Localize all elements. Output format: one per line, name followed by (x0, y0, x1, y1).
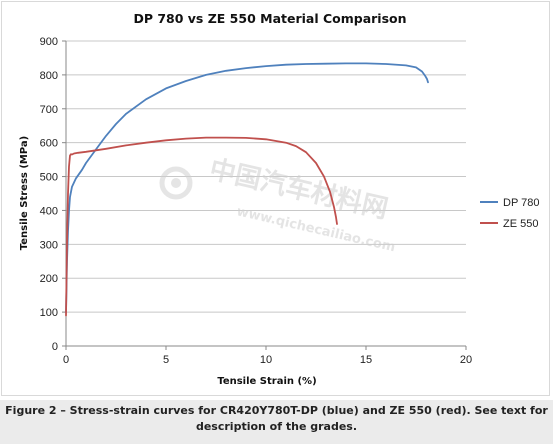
series-line-dp-780 (65, 62, 429, 313)
y-tick-label-100: 100 (40, 307, 58, 319)
figure-frame (1, 1, 550, 396)
y-tick-label-300: 300 (40, 239, 58, 251)
figure-caption: Figure 2 – Stress-strain curves for CR42… (0, 400, 553, 444)
y-tick-label-400: 400 (40, 205, 58, 217)
watermark: 中国汽车材料网 www.qichecailiao.com (159, 154, 397, 255)
series-line-ze-550 (65, 136, 338, 317)
x-tick-label-0: 0 (63, 354, 69, 366)
y-tick-label-900: 900 (40, 36, 58, 48)
x-tick-label-10: 10 (260, 354, 272, 366)
chart-title: DP 780 vs ZE 550 Material Comparison (133, 11, 406, 26)
legend: DP 780 ZE 550 (480, 197, 540, 230)
y-tick-label-0: 0 (52, 341, 58, 353)
axes: 0 100 200 300 400 500 600 700 800 900 0 5 10 15 20 (40, 36, 472, 366)
watermark-cn-text: 中国汽车材料网 (207, 154, 391, 225)
x-tick-label-20: 20 (460, 354, 472, 366)
y-axis-label: Tensile Stress (MPa) (19, 136, 30, 250)
caption-line-1: Figure 2 – Stress-strain curves for CR42… (5, 404, 548, 417)
y-tick-label-200: 200 (40, 273, 58, 285)
series (65, 62, 429, 317)
legend-label-dp-780: DP 780 (503, 197, 540, 209)
y-tick-label-500: 500 (40, 172, 58, 184)
y-tick-label-600: 600 (40, 138, 58, 150)
x-tick-label-5: 5 (163, 354, 169, 366)
x-tick-label-15: 15 (360, 354, 372, 366)
chart: DP 780 vs ZE 550 Material Comparison 中国汽… (19, 11, 540, 387)
legend-label-ze-550: ZE 550 (503, 218, 538, 230)
gridlines (66, 40, 466, 313)
caption-line-2: description of the grades. (195, 420, 358, 433)
y-tick-label-700: 700 (40, 104, 58, 116)
y-tick-label-800: 800 (40, 70, 58, 82)
x-axis-label: Tensile Strain (%) (217, 376, 316, 387)
